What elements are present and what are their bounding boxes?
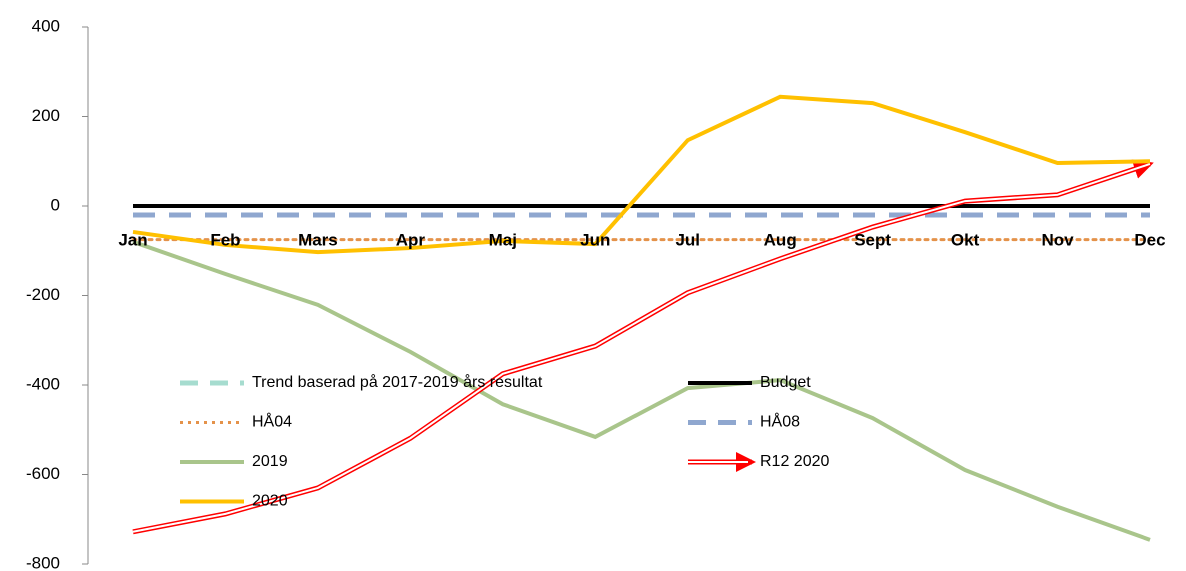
y-tick-label: 0	[51, 195, 60, 214]
x-tick-label: Aug	[764, 230, 797, 249]
y-tick-label: -600	[26, 464, 60, 483]
series-line-inner	[132, 162, 1151, 533]
series-line	[132, 94, 1151, 255]
x-tick-label: Jan	[118, 230, 147, 249]
legend-label: Budget	[760, 374, 811, 391]
x-tick-label: Nov	[1041, 230, 1074, 249]
legend-label: R12 2020	[760, 453, 829, 470]
x-tick-label: Sept	[854, 230, 891, 249]
y-tick-label: -800	[26, 553, 60, 571]
x-tick-label: Jul	[675, 230, 700, 249]
y-tick-label: -400	[26, 374, 60, 393]
x-tick-label: Mars	[298, 230, 338, 249]
y-tick-label: 200	[32, 106, 60, 125]
legend-label: Trend baserad på 2017-2019 års resultat	[252, 373, 543, 391]
x-tick-label: Dec	[1134, 230, 1165, 249]
x-tick-label: Feb	[210, 230, 240, 249]
x-tick-label: Jun	[580, 230, 610, 249]
legend-label: HÅ04	[252, 412, 292, 431]
y-tick-label: -200	[26, 285, 60, 304]
legend-label: HÅ08	[760, 412, 800, 431]
legend-label: 2020	[252, 493, 288, 510]
x-tick-label: Apr	[396, 230, 426, 249]
series-line	[132, 159, 1154, 535]
y-tick-label: 400	[32, 16, 60, 35]
legend-label: 2019	[252, 453, 288, 470]
series-line	[132, 239, 1151, 542]
x-tick-label: Okt	[951, 230, 980, 249]
x-tick-label: Maj	[489, 230, 517, 249]
